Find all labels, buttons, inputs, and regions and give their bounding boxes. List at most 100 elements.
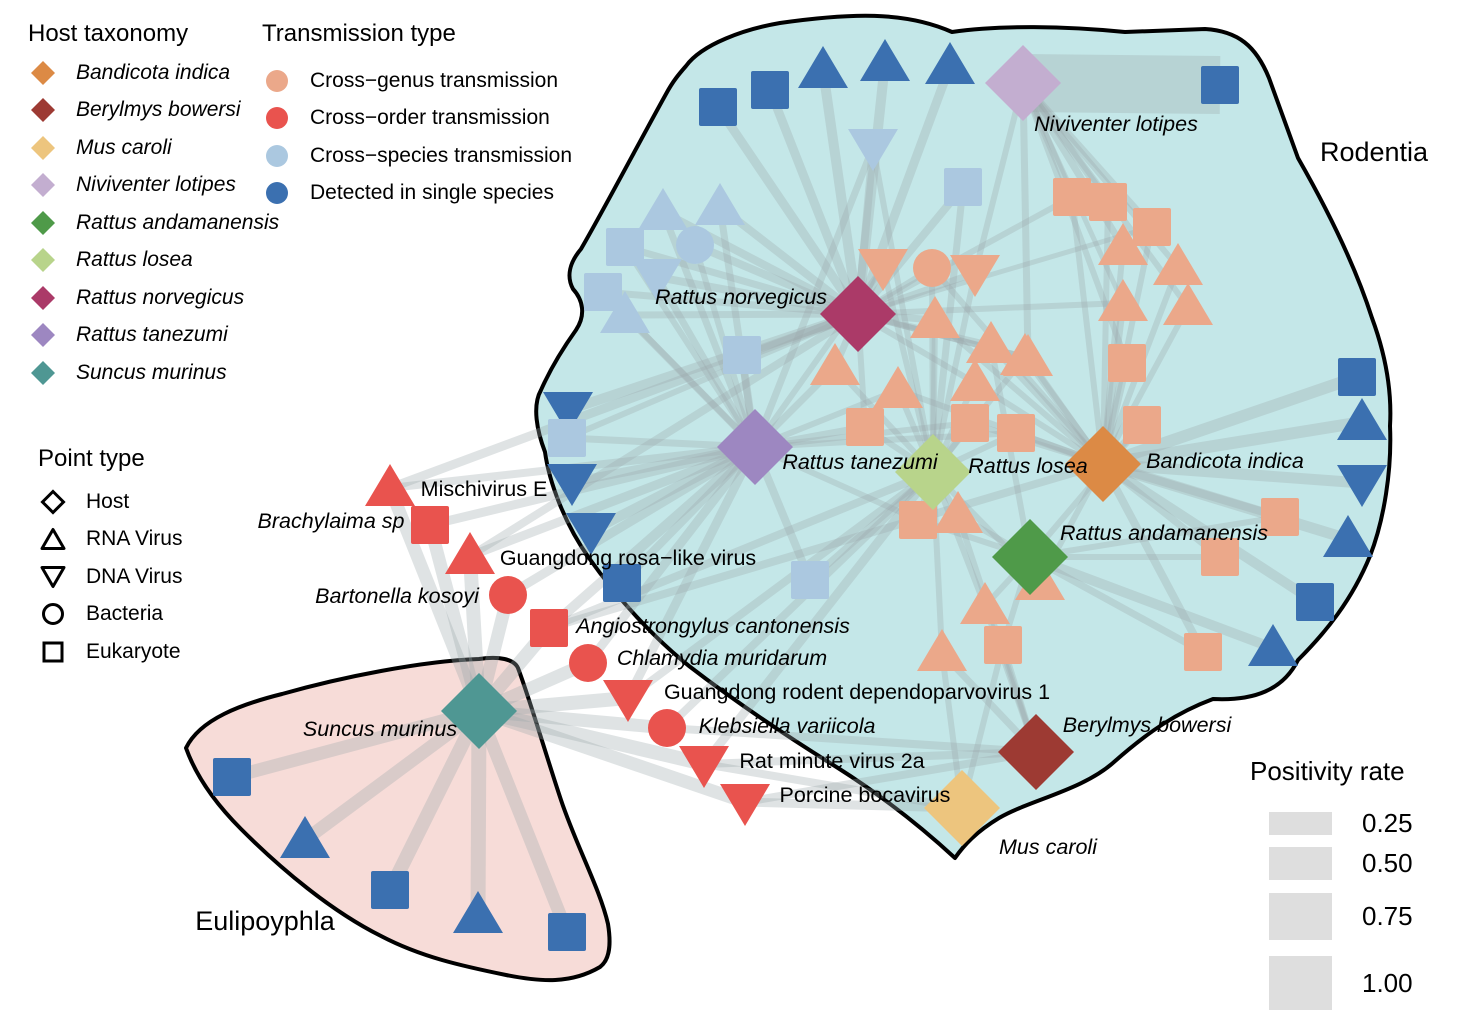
- pathogen-node-r3: [445, 532, 495, 574]
- edge-s15-norvegicus: [857, 300, 1124, 317]
- edge-r5-tanezumi: [545, 443, 759, 632]
- edge-s29-andamanensis: [1028, 553, 1205, 656]
- host-node-suncus: [441, 673, 517, 749]
- legend-positivity-rate-title: Positivity rate: [1250, 756, 1405, 786]
- edge-b18-suncus: [301, 705, 483, 846]
- legend-item: Cross−species transmission: [262, 137, 572, 175]
- legend-item: Rattus tanezumi: [28, 317, 279, 355]
- legend-item: Eukaryote: [38, 633, 182, 671]
- legend-point-type-title: Point type: [38, 445, 145, 472]
- legend-item: Host: [38, 483, 182, 521]
- legend-transmission-type-items: Cross−genus transmission Cross−order tran…: [262, 62, 572, 212]
- edge-b19-suncus: [383, 707, 486, 894]
- pathogen-node-s8: [966, 321, 1016, 363]
- positivity-bar: [1269, 893, 1332, 940]
- pathogen-node-b6: [1201, 66, 1239, 104]
- pathogen-node-s29: [1184, 633, 1222, 671]
- edge-l7-tanezumi: [653, 275, 759, 449]
- pathogen-node-s21: [846, 408, 884, 446]
- label-layer: Niviventer lotipes Rattus norvegicus Rattu…: [195, 112, 1429, 936]
- pathogen-node-l2: [944, 168, 982, 206]
- edge-s10-bandicota: [1069, 196, 1106, 465]
- triangle-icon: [38, 526, 68, 552]
- legend-item: Niviventer lotipes: [28, 167, 279, 205]
- label-bandicota: Bandicota indica: [1146, 449, 1304, 473]
- pathogen-node-b9: [566, 513, 616, 555]
- label-r10: Porcine bocavirus: [780, 783, 951, 807]
- edge-r8-losea: [664, 469, 936, 731]
- edge-b10-tanezumi: [619, 444, 758, 586]
- label-r7: Guangdong rodent dependoparvovirus 1: [664, 680, 1050, 704]
- pathogen-node-b7: [543, 392, 593, 434]
- pathogen-node-b12: [1337, 398, 1387, 440]
- diamond-icon: [28, 210, 58, 236]
- edge-b21-suncus: [472, 708, 574, 935]
- pathogen-node-l1: [848, 129, 898, 171]
- legend-positivity-rate: Positivity rate: [1250, 756, 1405, 787]
- edge-s29-bandicota: [1099, 462, 1207, 654]
- legend-item: Cross−genus transmission: [262, 62, 572, 100]
- pathogen-node-r7: [603, 680, 653, 722]
- positivity-label: 0.50: [1362, 848, 1413, 878]
- host-node-bandicota: [1065, 426, 1141, 502]
- edge-r1-norvegicus: [388, 309, 860, 493]
- positivity-bar: [1269, 847, 1332, 880]
- pathogen-node-s30: [1261, 498, 1299, 536]
- pathogen-node-b17: [213, 758, 251, 796]
- pathogen-node-s27: [917, 629, 967, 671]
- legend-item-label: Rattus andamanensis: [76, 210, 280, 234]
- pathogen-node-s23: [899, 501, 937, 539]
- edge-r5-bandicota: [547, 460, 1105, 632]
- edge-s3-losea: [930, 272, 978, 473]
- edge-l2-norvegicus: [854, 184, 967, 317]
- pathogen-node-l8: [584, 273, 622, 311]
- pathogen-node-s18: [1108, 344, 1146, 382]
- legend-item-label: Bacteria: [86, 602, 164, 626]
- label-r6: Chlamydia muridarum: [617, 646, 827, 670]
- legend-item-label: Rattus tanezumi: [76, 323, 228, 347]
- edge-r10-suncus: [476, 704, 748, 809]
- legend-item: Rattus andamanensis: [28, 204, 279, 242]
- edge-b3-norvegicus: [818, 69, 863, 315]
- pathogen-node-r1: [365, 464, 415, 506]
- edge-r9-berylmys: [703, 748, 1037, 768]
- host-node-mus: [924, 770, 1000, 846]
- pathogen-node-b4: [860, 39, 910, 81]
- pathogen-node-s14: [1153, 243, 1203, 285]
- pathogen-node-b2: [751, 71, 789, 109]
- positivity-label: 1.00: [1362, 968, 1413, 998]
- edge-l9-norvegicus: [624, 310, 859, 319]
- edge-b17-suncus: [230, 704, 481, 784]
- pathogen-node-s31: [1201, 538, 1239, 576]
- pathogen-node-l10: [723, 336, 761, 374]
- edge-l9-tanezumi: [622, 312, 758, 450]
- positivity-bar: [1269, 812, 1332, 835]
- pathogen-node-b21: [548, 913, 586, 951]
- legend-point-type-items: Host RNA Virus DNA Virus Bacteria Eukaryote: [38, 483, 182, 671]
- pathogen-node-s13: [1098, 223, 1148, 265]
- pathogen-node-b19: [371, 871, 409, 909]
- legend-item: Bandicota indica: [28, 54, 279, 92]
- legend-item: Cross−order transmission: [262, 100, 572, 138]
- legend-item-label: Cross−order transmission: [310, 106, 550, 130]
- legend-item-label: Bandicota indica: [76, 60, 231, 84]
- legend-item: Bacteria: [38, 596, 182, 634]
- label-r8: Klebsiella variicola: [699, 714, 876, 738]
- pathogen-node-s28: [984, 626, 1022, 664]
- legend-item: Rattus norvegicus: [28, 279, 279, 317]
- pathogen-node-r2: [411, 506, 449, 544]
- pathogen-node-l4: [695, 183, 745, 225]
- edge-r6-tanezumi: [584, 444, 759, 666]
- host-node-tanezumi: [717, 409, 793, 485]
- legend-transmission-type-title: Transmission type: [262, 20, 456, 47]
- legend-transmission-type: Transmission type Cross−genus transmissi…: [262, 20, 572, 212]
- pathogen-node-l7: [632, 259, 682, 301]
- edge-b15-bandicota: [1100, 459, 1318, 607]
- region-eulipoyphla: [184, 655, 612, 983]
- diamond-icon: [28, 97, 58, 123]
- edge-s30-bandicota: [1101, 460, 1282, 521]
- pathogen-node-b18: [280, 816, 330, 858]
- legend-item-label: Rattus norvegicus: [76, 285, 245, 309]
